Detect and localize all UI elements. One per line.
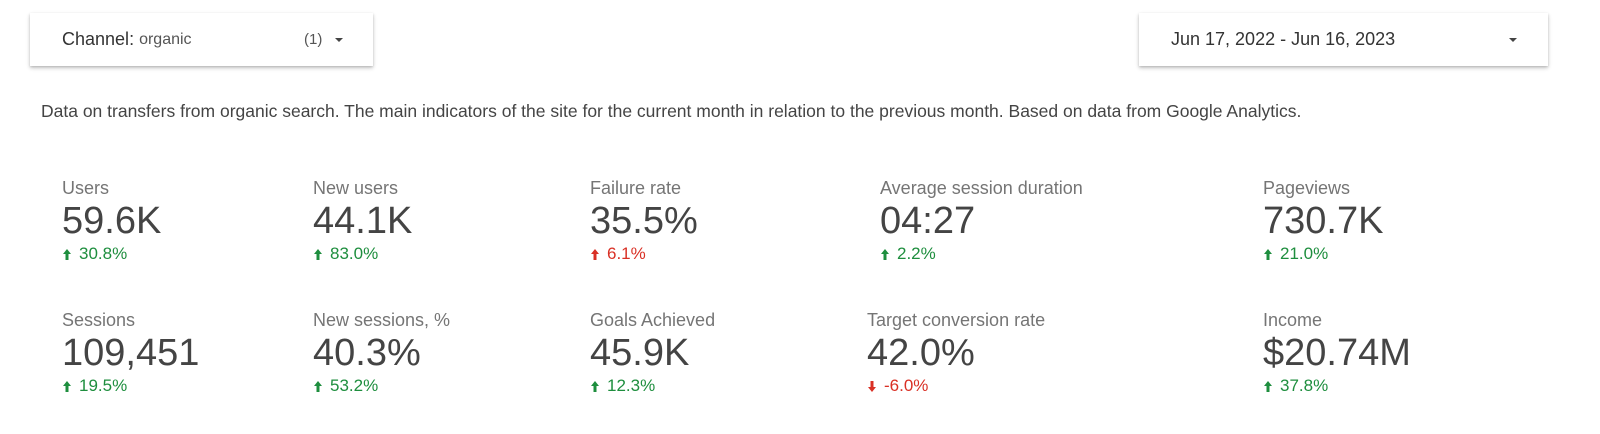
metric-change-value: 30.8%: [79, 244, 128, 263]
metric-change: 6.1%: [590, 243, 698, 265]
arrow-up-icon: [313, 247, 323, 261]
arrow-up-icon: [62, 379, 72, 393]
metric-value: 59.6K: [62, 200, 162, 242]
metric-card: Sessions 109,451 19.5%: [62, 309, 199, 397]
metric-value: 42.0%: [867, 332, 975, 374]
arrow-up-icon: [1263, 247, 1273, 261]
metric-label: Goals Achieved: [590, 310, 716, 330]
metric-change-value: 83.0%: [330, 244, 379, 263]
arrow-up-icon: [590, 379, 600, 393]
metric-change-value: 53.2%: [330, 376, 379, 395]
metric-card: New users 44.1K 83.0%: [313, 177, 412, 265]
metric-change: 83.0%: [313, 243, 412, 265]
metric-label: Failure rate: [590, 178, 682, 198]
metric-card: Users 59.6K 30.8%: [62, 177, 161, 265]
metric-change: 53.2%: [313, 375, 450, 397]
metric-change: 37.8%: [1263, 375, 1411, 397]
metric-change: 30.8%: [62, 243, 161, 265]
page-description: Data on transfers from organic search. T…: [41, 101, 1302, 121]
metric-card: Target conversion rate 42.0% -6.0%: [867, 309, 1045, 397]
arrow-up-icon: [313, 379, 323, 393]
metric-change-value: 2.2%: [897, 244, 936, 263]
channel-filter-count: (1): [304, 31, 323, 48]
metric-change-value: 37.8%: [1280, 376, 1329, 395]
metric-card: Income $20.74M 37.8%: [1263, 309, 1411, 397]
metric-change-value: 12.3%: [607, 376, 656, 395]
metric-label: Income: [1263, 310, 1323, 330]
arrow-up-icon: [62, 247, 72, 261]
chevron-down-icon[interactable]: [335, 38, 343, 42]
channel-filter-dropdown[interactable]: Channel: organic (1): [30, 13, 373, 66]
metric-label: Pageviews: [1263, 178, 1351, 198]
metric-value: 04:27: [880, 200, 976, 242]
chevron-down-icon[interactable]: [1509, 38, 1517, 42]
metric-change-value: 21.0%: [1280, 244, 1329, 263]
arrow-down-icon: [867, 379, 877, 393]
metric-card: Failure rate 35.5% 6.1%: [590, 177, 698, 265]
metric-card: Average session duration 04:27 2.2%: [880, 177, 1083, 265]
metric-change-value: 19.5%: [79, 376, 128, 395]
metric-change: 19.5%: [62, 375, 199, 397]
arrow-up-icon: [880, 247, 890, 261]
metric-card: New sessions, % 40.3% 53.2%: [313, 309, 450, 397]
metric-value: 730.7K: [1263, 200, 1384, 242]
date-range-picker[interactable]: Jun 17, 2022 - Jun 16, 2023: [1139, 13, 1548, 66]
metric-label: Users: [62, 178, 110, 198]
metric-label: Target conversion rate: [867, 310, 1046, 330]
arrow-up-icon: [1263, 379, 1273, 393]
metric-change: 21.0%: [1263, 243, 1383, 265]
metric-value: 44.1K: [313, 200, 413, 242]
metric-change-value: 6.1%: [607, 244, 646, 263]
metric-label: Average session duration: [880, 178, 1083, 198]
channel-filter-label: Channel: [62, 29, 130, 49]
channel-filter-separator: :: [129, 29, 140, 49]
metric-value: $20.74M: [1263, 332, 1411, 374]
metric-label: New users: [313, 178, 399, 198]
metric-label: New sessions, %: [313, 310, 451, 330]
metric-value: 109,451: [62, 332, 200, 374]
metric-label: Sessions: [62, 310, 136, 330]
metric-change: 12.3%: [590, 375, 715, 397]
metric-change: -6.0%: [867, 375, 1045, 397]
arrow-up-icon: [590, 247, 600, 261]
channel-filter-value: organic: [139, 30, 192, 48]
metric-card: Goals Achieved 45.9K 12.3%: [590, 309, 715, 397]
metric-value: 45.9K: [590, 332, 690, 374]
metric-change-value: -6.0%: [884, 376, 929, 395]
metric-change: 2.2%: [880, 243, 1083, 265]
metric-value: 40.3%: [313, 332, 421, 374]
date-range-text: Jun 17, 2022 - Jun 16, 2023: [1171, 29, 1396, 49]
metric-value: 35.5%: [590, 200, 698, 242]
metric-card: Pageviews 730.7K 21.0%: [1263, 177, 1383, 265]
